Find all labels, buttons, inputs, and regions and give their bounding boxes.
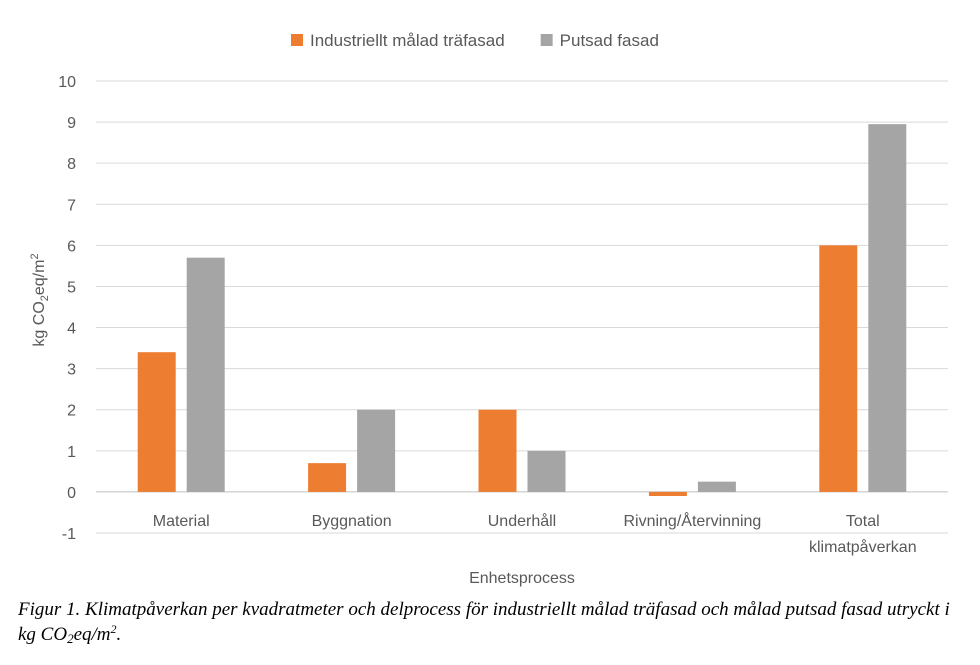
bar [527,450,566,492]
bar [308,463,347,492]
y-tick-label: -1 [62,526,76,543]
legend-label: Industriellt målad träfasad [310,31,505,50]
x-tick-label: Underhåll [488,512,556,530]
bar [357,409,396,492]
y-tick-label: 10 [58,74,76,91]
bars [137,124,907,497]
legend-label: Putsad fasad [560,31,659,50]
y-tick-label: 1 [67,444,76,461]
x-tick-label: Rivning/Återvinning [623,511,761,530]
y-tick-label: 9 [67,115,76,132]
bar [478,409,517,492]
x-axis-categories: Material Byggnation Underhåll Rivning/Återv… [153,511,917,556]
legend-swatch [540,34,553,46]
y-tick-label: 3 [67,362,76,379]
x-axis-title: Enhetsprocess [469,570,575,587]
legend-swatch [291,34,303,46]
bar [137,352,176,492]
y-axis-title: kg CO2eq/m2 [29,253,51,346]
x-tick-label: Total klimatpåverkan [809,513,917,556]
x-tick-label: Byggnation [312,513,392,530]
bar [186,257,225,492]
bar [697,481,736,492]
bar-chart: -1 0 1 2 3 4 5 6 7 8 9 10 Material Byggnation Underhå… [29,31,948,587]
bar [868,124,907,492]
y-tick-label: 6 [67,238,76,255]
y-axis-ticks: -1 0 1 2 3 4 5 6 7 8 9 10 [58,74,76,543]
y-tick-label: 2 [67,403,76,420]
legend: Industriellt målad träfasad Putsad fasad [291,31,659,50]
y-tick-label: 5 [67,279,76,296]
figure-caption: Figur 1. Klimatpåverkan per kvadratmeter… [18,599,950,646]
y-tick-label: 8 [67,156,76,173]
x-tick-label: Material [153,513,210,530]
bar [648,491,687,497]
y-tick-label: 0 [67,485,76,502]
y-tick-label: 7 [67,197,76,214]
gridlines [96,80,948,534]
y-tick-label: 4 [67,321,76,338]
bar [819,245,858,492]
